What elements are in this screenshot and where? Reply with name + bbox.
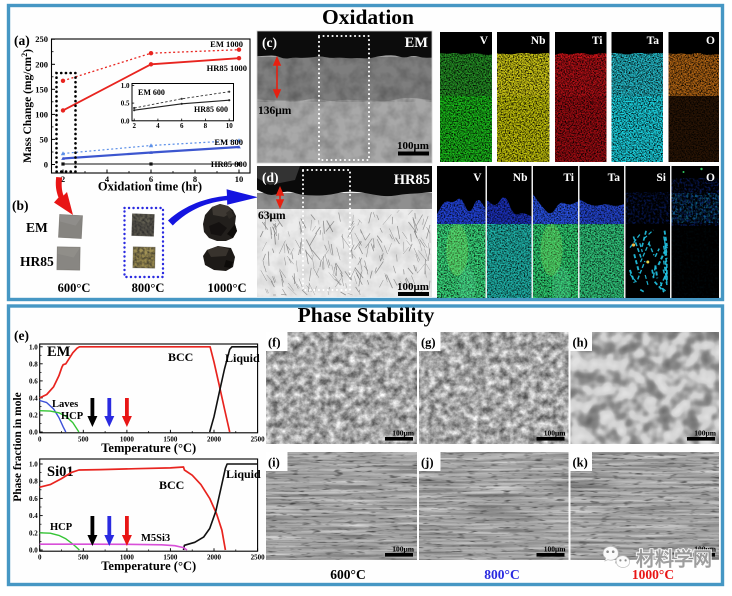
svg-text:Oxidation time (hr): Oxidation time (hr) bbox=[98, 180, 202, 194]
svg-text:BCC: BCC bbox=[159, 478, 184, 492]
svg-text:(g): (g) bbox=[421, 336, 436, 350]
svg-text:HCP: HCP bbox=[50, 522, 73, 533]
svg-text:800°C: 800°C bbox=[484, 567, 519, 582]
svg-text:Nb: Nb bbox=[531, 35, 546, 47]
svg-text:HR85: HR85 bbox=[394, 172, 430, 188]
svg-text:EM: EM bbox=[26, 220, 48, 235]
svg-text:500: 500 bbox=[78, 554, 89, 562]
svg-text:EM: EM bbox=[405, 35, 429, 51]
svg-text:0.0: 0.0 bbox=[29, 547, 38, 555]
svg-text:(i): (i) bbox=[268, 456, 280, 470]
svg-text:V: V bbox=[473, 172, 482, 184]
svg-text:100μm: 100μm bbox=[544, 545, 567, 554]
svg-text:Liquid: Liquid bbox=[226, 467, 261, 481]
svg-text:HR85 600: HR85 600 bbox=[194, 105, 228, 114]
svg-text:EM 800: EM 800 bbox=[214, 137, 243, 147]
svg-text:(f): (f) bbox=[268, 336, 281, 350]
svg-text:1.0: 1.0 bbox=[121, 82, 130, 90]
svg-text:10: 10 bbox=[226, 122, 234, 130]
svg-text:EM: EM bbox=[47, 344, 71, 360]
svg-text:2500: 2500 bbox=[251, 554, 266, 562]
svg-text:100μm: 100μm bbox=[392, 545, 415, 554]
svg-text:2500: 2500 bbox=[251, 435, 266, 443]
svg-text:(e): (e) bbox=[14, 328, 29, 343]
svg-text:Si: Si bbox=[656, 172, 666, 184]
svg-text:(h): (h) bbox=[573, 336, 588, 350]
svg-text:6: 6 bbox=[180, 122, 184, 130]
svg-text:Nb: Nb bbox=[513, 172, 528, 184]
svg-text:BCC: BCC bbox=[168, 350, 193, 364]
svg-text:(b): (b) bbox=[12, 198, 29, 213]
svg-text:10: 10 bbox=[235, 174, 244, 184]
svg-text:0.8: 0.8 bbox=[29, 360, 38, 368]
svg-text:1000°C: 1000°C bbox=[207, 281, 246, 295]
svg-text:100μm: 100μm bbox=[397, 281, 429, 293]
svg-text:600°C: 600°C bbox=[58, 281, 91, 295]
svg-text:0: 0 bbox=[38, 554, 42, 562]
svg-text:0.6: 0.6 bbox=[29, 495, 38, 503]
svg-text:Temperature (°C): Temperature (°C) bbox=[101, 441, 196, 455]
svg-text:Phase Stability: Phase Stability bbox=[298, 303, 435, 327]
svg-text:O: O bbox=[706, 35, 715, 47]
svg-text:1.0: 1.0 bbox=[29, 343, 38, 351]
svg-text:(c): (c) bbox=[262, 35, 277, 50]
svg-text:500: 500 bbox=[78, 435, 89, 443]
svg-text:600°C: 600°C bbox=[330, 567, 365, 582]
svg-text:(a): (a) bbox=[14, 33, 30, 48]
svg-text:1.0: 1.0 bbox=[29, 461, 38, 469]
svg-text:V: V bbox=[480, 35, 489, 47]
svg-text:Oxidation: Oxidation bbox=[322, 5, 414, 29]
svg-text:Temperature (°C): Temperature (°C) bbox=[101, 559, 196, 573]
svg-text:Ti: Ti bbox=[563, 172, 574, 184]
svg-text:63μm: 63μm bbox=[258, 210, 286, 222]
svg-text:100μm: 100μm bbox=[544, 429, 567, 438]
svg-text:0.8: 0.8 bbox=[29, 478, 38, 486]
svg-text:EM 600: EM 600 bbox=[138, 88, 165, 97]
svg-text:0.5: 0.5 bbox=[121, 100, 130, 108]
svg-text:0.4: 0.4 bbox=[29, 512, 38, 520]
svg-text:(k): (k) bbox=[573, 456, 588, 470]
svg-text:0.0: 0.0 bbox=[121, 117, 130, 125]
svg-text:8: 8 bbox=[204, 122, 208, 130]
svg-text:0.2: 0.2 bbox=[29, 529, 38, 537]
svg-text:0.2: 0.2 bbox=[29, 412, 38, 420]
svg-text:(j): (j) bbox=[421, 456, 434, 470]
svg-text:Laves: Laves bbox=[52, 399, 78, 410]
svg-text:250: 250 bbox=[35, 34, 48, 44]
svg-text:100: 100 bbox=[35, 109, 48, 119]
svg-text:200: 200 bbox=[35, 59, 48, 69]
svg-text:100μm: 100μm bbox=[392, 429, 415, 438]
svg-text:O: O bbox=[706, 172, 715, 184]
svg-text:0: 0 bbox=[44, 160, 48, 170]
svg-text:100μm: 100μm bbox=[397, 140, 429, 152]
svg-text:100μm: 100μm bbox=[694, 429, 717, 438]
svg-text:材料学网: 材料学网 bbox=[636, 548, 712, 571]
svg-text:HR85 1000: HR85 1000 bbox=[207, 63, 247, 73]
svg-text:50: 50 bbox=[40, 134, 49, 144]
svg-text:0.6: 0.6 bbox=[29, 377, 38, 385]
svg-text:2: 2 bbox=[132, 122, 136, 130]
svg-text:0: 0 bbox=[38, 435, 42, 443]
svg-text:150: 150 bbox=[35, 84, 48, 94]
svg-text:136μm: 136μm bbox=[258, 105, 292, 117]
svg-text:HR85: HR85 bbox=[20, 254, 54, 269]
svg-text:Ta: Ta bbox=[647, 35, 660, 47]
svg-text:Liquid: Liquid bbox=[225, 351, 260, 365]
svg-text:(d): (d) bbox=[262, 170, 279, 185]
svg-text:HCP: HCP bbox=[61, 411, 84, 422]
svg-text:0.0: 0.0 bbox=[29, 429, 38, 437]
svg-text:HR85 800: HR85 800 bbox=[211, 159, 247, 169]
svg-text:Ta: Ta bbox=[608, 172, 621, 184]
svg-text:Si01: Si01 bbox=[47, 464, 74, 480]
svg-text:0.4: 0.4 bbox=[29, 394, 38, 402]
svg-text:Ti: Ti bbox=[592, 35, 603, 47]
svg-text:800°C: 800°C bbox=[132, 281, 165, 295]
svg-text:EM 1000: EM 1000 bbox=[210, 39, 243, 49]
svg-text:Mass Change (mg/cm2): Mass Change (mg/cm2) bbox=[20, 49, 35, 163]
svg-text:Phase fraction in mole: Phase fraction in mole bbox=[12, 392, 24, 502]
svg-text:2000: 2000 bbox=[207, 554, 222, 562]
svg-text:4: 4 bbox=[156, 122, 160, 130]
svg-text:2000: 2000 bbox=[207, 435, 222, 443]
svg-text:M5Si3: M5Si3 bbox=[141, 533, 170, 544]
